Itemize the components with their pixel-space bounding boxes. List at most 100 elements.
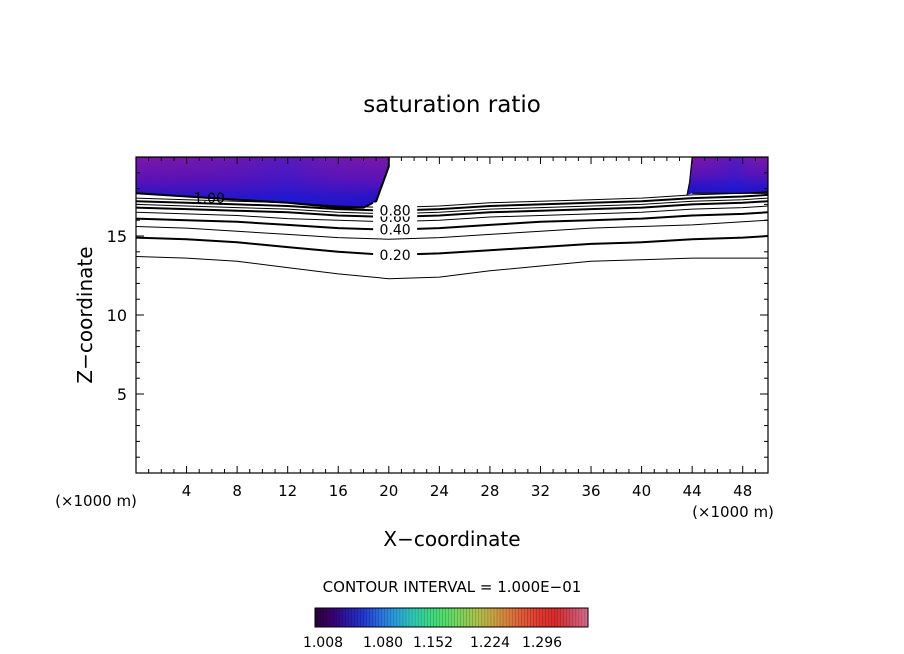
colorbar-cell-47: [457, 608, 461, 627]
x-tick-label-8: 8: [232, 482, 242, 500]
contour-label-bg-1: [373, 246, 418, 261]
colorbar-label-2: 1.152: [413, 635, 453, 651]
x-tick-label-28: 28: [480, 482, 499, 500]
x-tick-label-44: 44: [683, 482, 702, 500]
x-tick-label-12: 12: [278, 482, 297, 500]
colorbar-cell-32: [412, 608, 416, 627]
filled-region-edge-supersaturated-right: [686, 157, 768, 196]
colorbar-cell-67: [518, 608, 522, 627]
colorbar-cell-22: [381, 608, 386, 627]
colorbar-cell-61: [500, 608, 504, 627]
colorbar-cell-84: [569, 608, 574, 627]
colorbar-cell-57: [487, 608, 492, 627]
colorbar-cell-26: [393, 608, 398, 627]
colorbar-cell-2: [321, 608, 325, 627]
colorbar-cell-81: [560, 608, 565, 627]
colorbar-cell-86: [575, 608, 580, 627]
x-tick-label-4: 4: [182, 482, 192, 500]
colorbar-cell-56: [484, 608, 489, 627]
contour-line-4: [136, 205, 768, 223]
colorbar-cell-7: [336, 608, 340, 627]
colorbar-cell-18: [369, 608, 373, 627]
y-axis-label: Z−coordinate: [73, 246, 97, 383]
colorbar-cell-5: [330, 608, 334, 627]
y-tick-label-5: 5: [117, 385, 127, 404]
colorbar-cell-19: [372, 608, 376, 627]
colorbar-cell-45: [451, 608, 455, 627]
x-tick-label-48: 48: [733, 482, 752, 500]
colorbar-cell-64: [509, 608, 513, 627]
x-tick-label-32: 32: [531, 482, 550, 500]
colorbar-cell-14: [357, 608, 361, 627]
colorbar-cell-9: [342, 608, 346, 627]
colorbar-cell-65: [512, 608, 516, 627]
colorbar-cell-4: [327, 608, 331, 627]
colorbar-cell-48: [460, 608, 464, 627]
x-unit-right: (×1000 m): [692, 503, 774, 521]
colorbar-cell-40: [436, 608, 440, 627]
x-tick-label-24: 24: [430, 482, 449, 500]
colorbar-cell-35: [421, 608, 425, 627]
x-unit-left: (×1000 m): [55, 492, 137, 510]
contour-interval-text: CONTOUR INTERVAL = 1.000E−01: [323, 578, 582, 596]
colorbar-cell-69: [524, 608, 528, 627]
colorbar-cell-71: [530, 608, 534, 627]
x-ticks: 4 8 12 16 20 24 28 32 36 40 44 48: [148, 157, 756, 500]
colorbar-label-0: 1.008: [303, 635, 343, 651]
colorbar-cell-23: [384, 608, 389, 627]
colorbar-cell-85: [572, 608, 577, 627]
colorbar-cell-11: [348, 608, 352, 627]
colorbar-cell-58: [490, 608, 495, 627]
colorbar-cell-43: [445, 608, 449, 627]
colorbar-cell-30: [406, 608, 410, 627]
colorbar-label-3: 1.224: [470, 635, 510, 651]
colorbar-cell-10: [345, 608, 349, 627]
y-ticks: 5 10 15: [107, 172, 768, 458]
colorbar-cell-13: [354, 608, 358, 627]
chart-title: saturation ratio: [363, 92, 541, 118]
x-tick-label-16: 16: [329, 482, 348, 500]
colorbar-cell-12: [351, 608, 355, 627]
contour-line-2: [136, 219, 768, 240]
colorbar-cell-31: [409, 608, 413, 627]
contour-label-bg-3: [373, 221, 418, 236]
colorbar-cell-33: [415, 608, 419, 627]
colorbar-cell-25: [390, 608, 395, 627]
colorbar-cell-63: [506, 608, 510, 627]
colorbar-cell-89: [584, 608, 589, 627]
contour-label-1: 0.20: [380, 248, 411, 264]
contour-line-3: [136, 211, 768, 231]
x-tick-label-20: 20: [379, 482, 398, 500]
colorbar-cell-72: [533, 608, 537, 627]
contour-label-7: 0.80: [380, 204, 411, 220]
contour-line-8: [136, 191, 768, 209]
filled-regions: [136, 157, 768, 209]
contour-labels: 0.200.400.600.801.00: [194, 191, 418, 264]
colorbar-cell-42: [442, 608, 446, 627]
colorbar-cell-51: [469, 608, 474, 627]
x-tick-label-36: 36: [581, 482, 600, 500]
colorbar-cell-20: [375, 608, 379, 627]
colorbar-cell-87: [578, 608, 583, 627]
colorbar-cell-50: [466, 608, 470, 627]
colorbar-cell-0: [315, 608, 319, 627]
colorbar-cell-55: [481, 608, 486, 627]
colorbar-cell-78: [551, 608, 555, 627]
contour-lines: [136, 157, 768, 280]
colorbar-cell-79: [554, 608, 558, 627]
colorbar-cell-21: [378, 608, 383, 627]
filled-region-shade-supersaturated-right: [687, 157, 768, 195]
colorbar-cell-6: [333, 608, 337, 627]
colorbar-cell-36: [424, 608, 428, 627]
colorbar-cell-39: [433, 608, 437, 627]
colorbar-cell-27: [396, 608, 401, 627]
colorbar-cell-54: [478, 608, 483, 627]
contour-label-bg-7: [373, 202, 418, 217]
colorbar-cell-1: [318, 608, 322, 627]
colorbar-cell-70: [527, 608, 531, 627]
colorbar-cell-83: [566, 608, 571, 627]
colorbar-cell-24: [387, 608, 392, 627]
colorbar-cell-41: [439, 608, 443, 627]
contour-label-3: 0.40: [380, 222, 411, 238]
colorbar-frame: [314, 607, 589, 628]
